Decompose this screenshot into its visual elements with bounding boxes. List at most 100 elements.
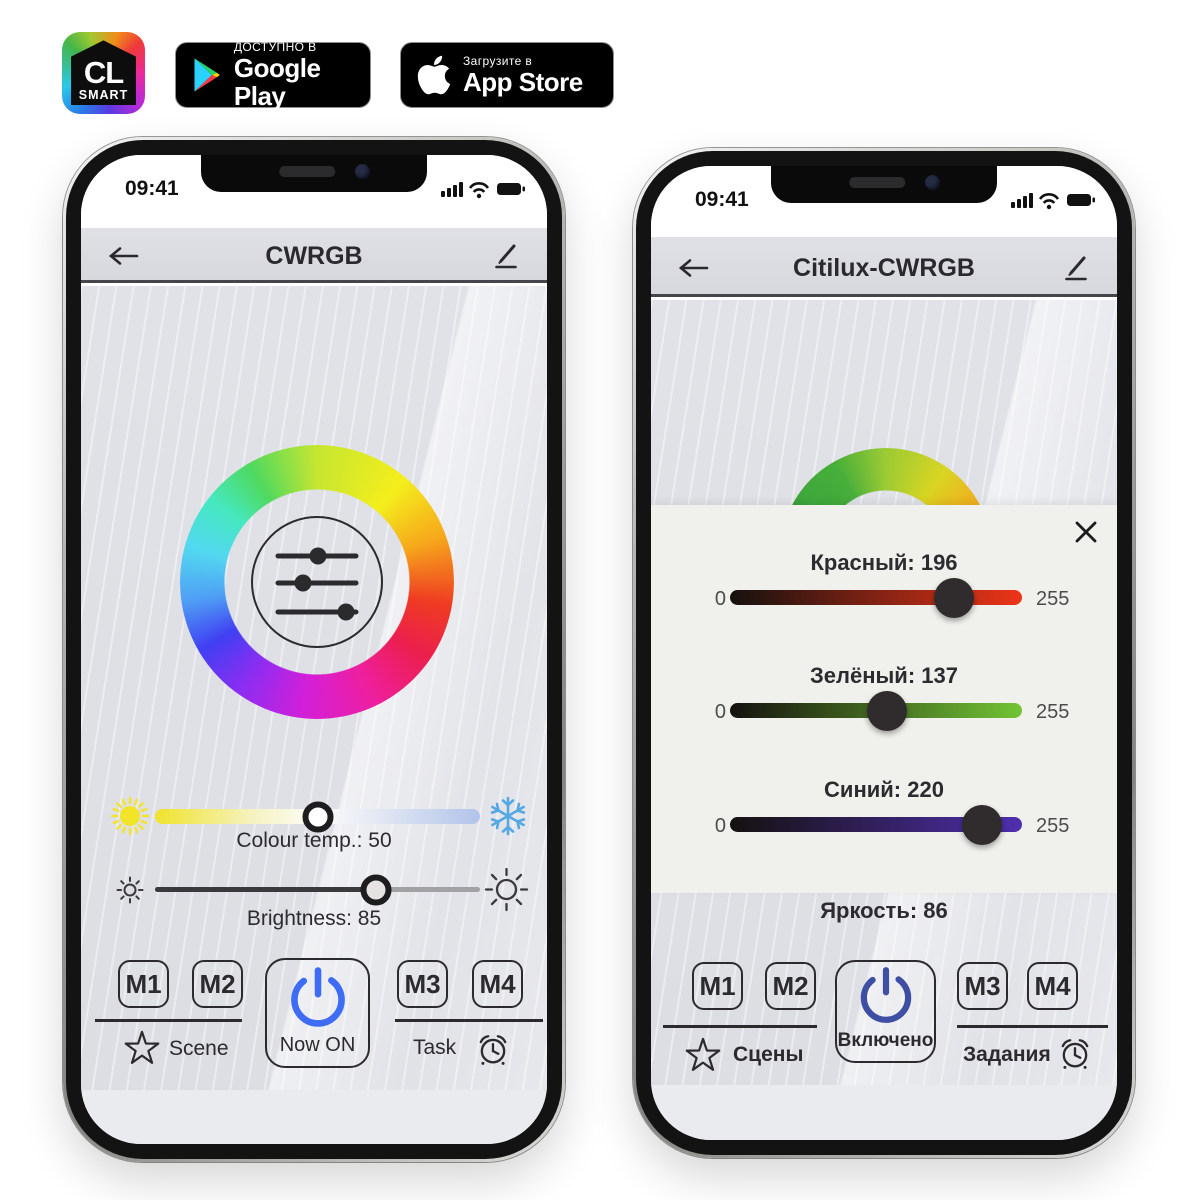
signal-icon <box>441 182 463 197</box>
brightness-knob[interactable] <box>360 874 392 905</box>
app-store-tagline: Загрузите в <box>463 54 533 68</box>
camera-dot <box>924 175 940 190</box>
memory-button-m1[interactable]: M1 <box>692 962 743 1010</box>
back-icon[interactable] <box>107 244 141 268</box>
red-slider-label: Красный: 196 <box>810 550 958 575</box>
status-time: 09:41 <box>695 188 749 211</box>
color-temp-knob[interactable] <box>302 801 333 832</box>
slider-max-label: 255 <box>1036 815 1070 837</box>
power-button[interactable]: Now ON <box>265 958 370 1068</box>
footer-strip <box>651 1085 1117 1140</box>
task-label[interactable]: Task <box>413 1036 457 1059</box>
apple-icon <box>417 55 451 95</box>
status-time: 09:41 <box>125 177 179 200</box>
brightness-fill <box>155 887 376 892</box>
scene-star-icon[interactable] <box>123 1029 161 1067</box>
warm-sun-icon <box>110 796 150 836</box>
memory-button-m1[interactable]: M1 <box>118 960 169 1008</box>
task-alarm-icon[interactable] <box>1058 1036 1092 1070</box>
brightness-slider[interactable] <box>155 874 480 905</box>
google-play-badge[interactable]: ДОСТУПНО В Google Play <box>175 40 371 111</box>
red-slider-row: Красный: 196 0 255 <box>651 550 1117 622</box>
notch <box>771 166 997 203</box>
color-temp-slider[interactable] <box>155 801 480 832</box>
blue-slider-row: Синий: 220 0 255 <box>651 777 1117 849</box>
task-alarm-icon[interactable] <box>476 1032 510 1066</box>
camera-dot <box>354 164 370 179</box>
status-icons <box>441 182 525 199</box>
mixer-sliders-icon[interactable] <box>262 541 372 627</box>
cl-smart-logo: CL SMART <box>62 32 145 114</box>
memory-button-m3[interactable]: M3 <box>957 962 1008 1010</box>
rgb-knob[interactable] <box>961 804 1002 845</box>
slider-min-label: 0 <box>714 588 726 610</box>
rgb-knob[interactable] <box>934 577 975 618</box>
notch <box>201 155 427 192</box>
green-slider-row: Зелёный: 137 0 255 <box>651 663 1117 735</box>
cl-logo-subtext: SMART <box>78 88 129 102</box>
toolbar-divider-right <box>395 1019 543 1022</box>
cl-smart-logo-inner: CL SMART <box>71 40 136 105</box>
rgb-track[interactable] <box>730 690 1022 731</box>
power-state-label: Включено <box>837 1030 934 1051</box>
scene-star-icon[interactable] <box>684 1036 722 1074</box>
slider-min-label: 0 <box>714 701 726 723</box>
rgb-modal: Красный: 196 0 255 Зелёный: 137 0 2 <box>651 505 1117 893</box>
footer-strip <box>81 1090 547 1144</box>
memory-button-m4[interactable]: M4 <box>1027 962 1078 1010</box>
power-icon <box>860 967 911 1023</box>
rgb-knob[interactable] <box>866 690 907 731</box>
phone-right-bezel: 09:41 <box>636 151 1132 1155</box>
cl-logo-text: CL <box>83 55 124 90</box>
app-store-name: App Store <box>463 67 583 97</box>
phone-left-screen: 09:41 <box>81 155 547 1144</box>
speaker-slot <box>849 177 906 188</box>
page-title: Citilux-CWRGB <box>793 254 975 282</box>
google-play-icon <box>194 58 220 92</box>
edit-icon[interactable] <box>491 241 521 271</box>
memory-button-m3[interactable]: M3 <box>397 960 448 1008</box>
scene-label[interactable]: Scene <box>169 1037 229 1060</box>
memory-button-m2[interactable]: M2 <box>765 962 816 1010</box>
toolbar-divider-left <box>95 1019 242 1022</box>
memory-button-m2[interactable]: M2 <box>192 960 243 1008</box>
edit-icon[interactable] <box>1061 253 1091 283</box>
app-store-badge[interactable]: Загрузите в App Store <box>400 42 614 108</box>
power-state-label: Now ON <box>279 1034 356 1056</box>
wheel-inner-circle <box>251 516 383 648</box>
memory-button-m4[interactable]: M4 <box>472 960 523 1008</box>
status-bar: 09:41 <box>651 166 1117 237</box>
phone-left: 09:41 <box>63 137 565 1162</box>
app-header: CWRGB <box>81 228 547 283</box>
task-label[interactable]: Задания <box>963 1043 1051 1066</box>
blue-slider-label: Синий: 220 <box>824 777 944 802</box>
dim-sun-icon <box>116 876 144 904</box>
google-play-name: Google Play <box>233 53 321 111</box>
app-header: Citilux-CWRGB <box>651 237 1117 297</box>
battery-icon <box>497 183 525 195</box>
rgb-track[interactable] <box>730 804 1022 845</box>
phone-left-bezel: 09:41 <box>66 140 562 1159</box>
toolbar-divider-right <box>957 1025 1108 1028</box>
color-temp-label: Colour temp.: 50 <box>236 829 392 852</box>
scene-label[interactable]: Сцены <box>733 1043 804 1066</box>
power-button[interactable]: Включено <box>835 960 936 1063</box>
signal-icon <box>1011 193 1033 208</box>
rgb-track[interactable] <box>730 577 1022 618</box>
battery-icon <box>1067 194 1095 206</box>
status-icons <box>1011 193 1095 210</box>
wifi-icon <box>468 182 490 193</box>
power-icon <box>290 967 345 1027</box>
toolbar-divider-left <box>663 1025 817 1028</box>
wifi-icon <box>1038 193 1060 204</box>
slider-max-label: 255 <box>1036 588 1070 610</box>
brightness-label: Яркость: 86 <box>820 898 948 923</box>
status-bar: 09:41 <box>81 155 547 228</box>
google-play-tagline: ДОСТУПНО В <box>233 40 317 54</box>
badge-row: CL SMART ДОСТУПНО В Google Play Загрузит… <box>0 0 1200 130</box>
close-icon[interactable] <box>1073 519 1099 545</box>
phone-right-screen: 09:41 <box>651 166 1117 1140</box>
back-icon[interactable] <box>677 256 711 280</box>
snowflake-icon <box>490 796 526 836</box>
